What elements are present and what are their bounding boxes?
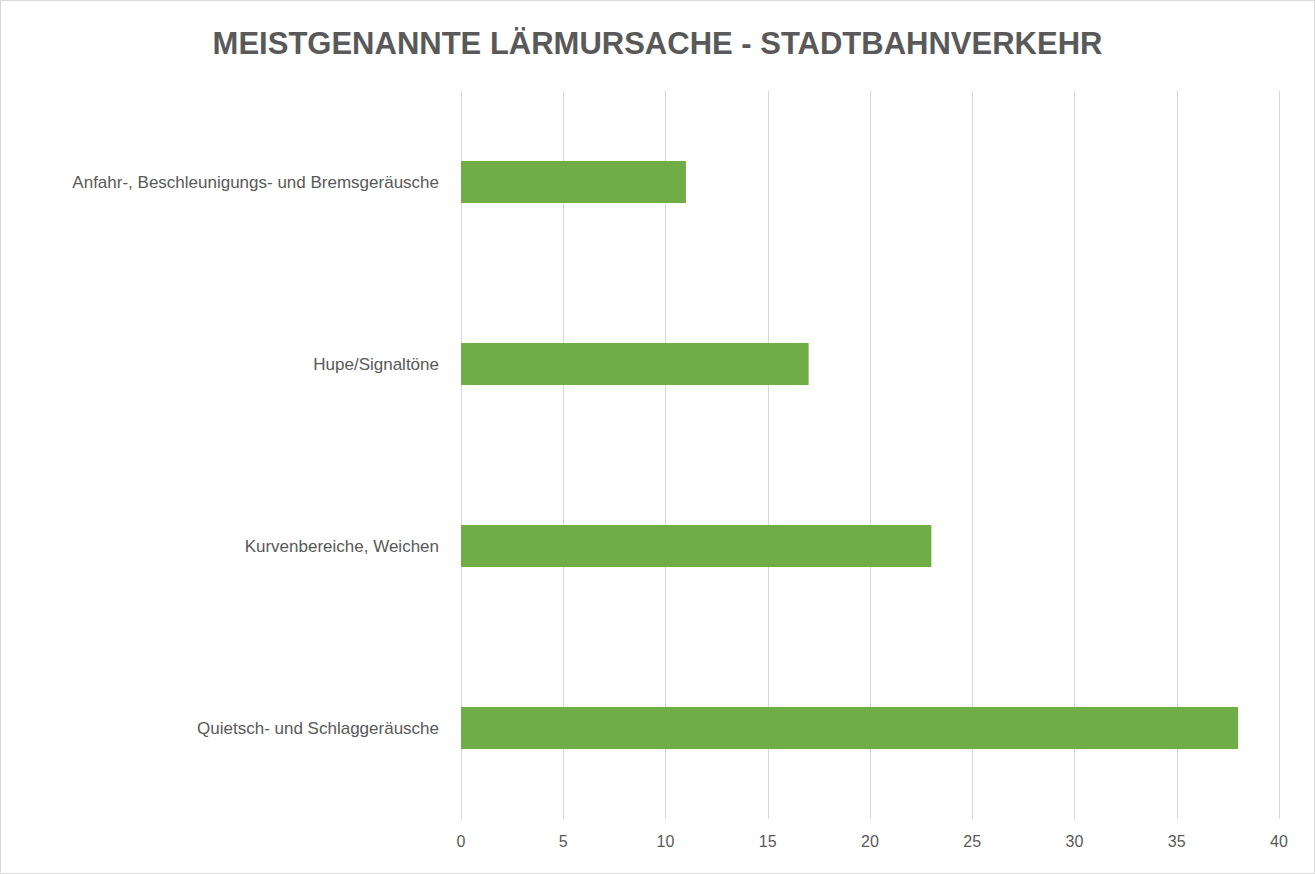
svg-text:35: 35 (1168, 833, 1186, 850)
svg-text:25: 25 (963, 833, 981, 850)
svg-text:Hupe/Signaltöne: Hupe/Signaltöne (313, 355, 439, 374)
svg-text:15: 15 (759, 833, 777, 850)
svg-text:Kurvenbereiche, Weichen: Kurvenbereiche, Weichen (245, 537, 439, 556)
svg-text:10: 10 (657, 833, 675, 850)
svg-text:30: 30 (1066, 833, 1084, 850)
svg-text:MEISTGENANNTE LÄRMURSACHE - ST: MEISTGENANNTE LÄRMURSACHE - STADTBAHNVER… (213, 26, 1103, 61)
svg-text:Anfahr-, Beschleunigungs- und: Anfahr-, Beschleunigungs- und Bremsgeräu… (72, 173, 439, 192)
svg-text:20: 20 (861, 833, 879, 850)
svg-text:0: 0 (457, 833, 466, 850)
svg-text:5: 5 (559, 833, 568, 850)
svg-text:40: 40 (1270, 833, 1288, 850)
svg-text:Quietsch- und Schlaggeräusche: Quietsch- und Schlaggeräusche (197, 719, 439, 738)
